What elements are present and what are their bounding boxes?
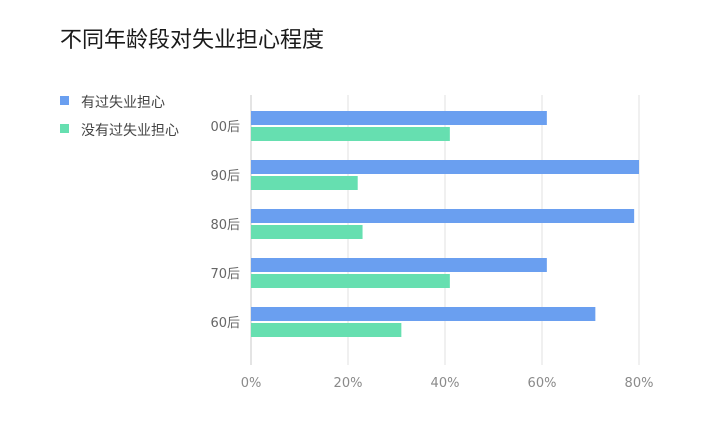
legend-item-series-1: 有过失业担心	[60, 88, 179, 116]
bar-60后-1	[251, 307, 596, 321]
category-label: 80后	[210, 218, 240, 233]
bar-70后-1	[251, 258, 547, 272]
x-tick-label: 20%	[334, 376, 363, 391]
x-tick-label: 0%	[241, 376, 262, 391]
bar-00后-1	[251, 111, 547, 125]
bar-80后-2	[251, 225, 363, 239]
legend-swatch-series-1	[60, 95, 69, 105]
legend: 有过失业担心 没有过失业担心	[60, 88, 179, 144]
legend-swatch-series-2	[60, 123, 69, 133]
legend-label-series-1: 有过失业担心	[81, 95, 165, 111]
legend-item-series-2: 没有过失业担心	[60, 116, 179, 144]
bar-70后-2	[251, 274, 450, 288]
category-label: 70后	[210, 267, 240, 282]
category-label: 60后	[210, 316, 240, 331]
x-tick-label: 60%	[528, 376, 557, 391]
bar-90后-2	[251, 176, 358, 190]
bar-80后-1	[251, 209, 635, 223]
bar-60后-2	[251, 323, 402, 337]
legend-label-series-2: 没有过失业担心	[81, 123, 179, 139]
category-label: 90后	[210, 169, 240, 184]
bar-00后-2	[251, 127, 450, 141]
x-tick-label: 40%	[431, 376, 460, 391]
x-tick-label: 80%	[625, 376, 654, 391]
category-label: 00后	[210, 120, 240, 135]
chart-title: 不同年龄段对失业担心程度	[60, 28, 325, 53]
bar-90后-1	[251, 160, 639, 174]
